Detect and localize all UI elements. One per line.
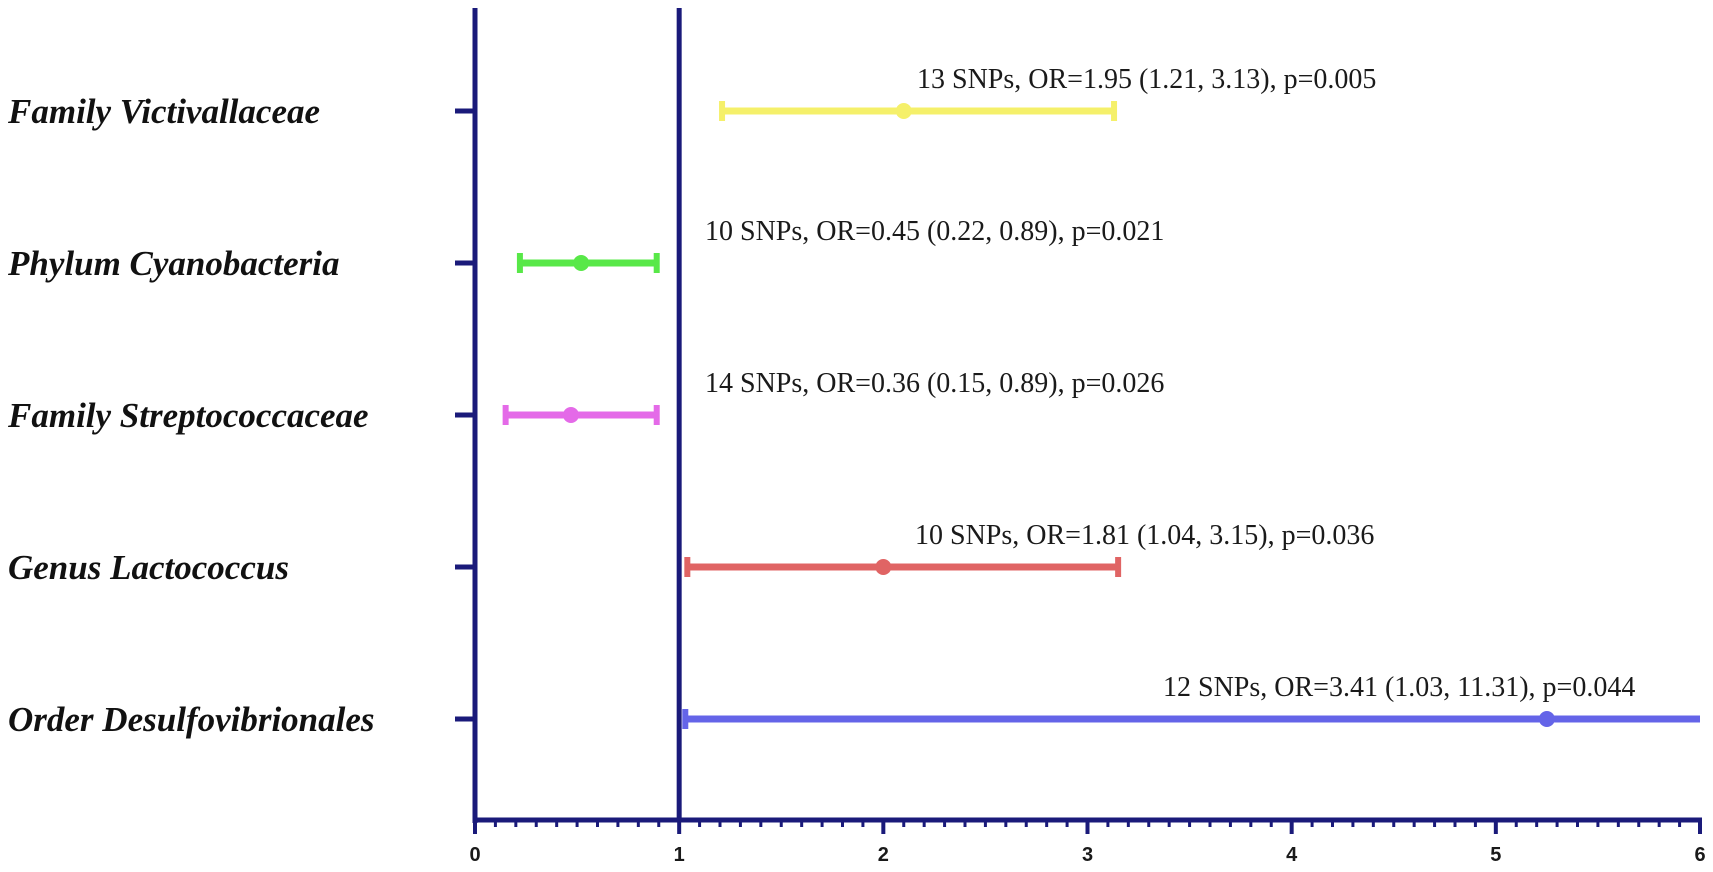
- row-label: Phylum Cyanobacteria: [7, 244, 340, 283]
- row-annotation: 12 SNPs, OR=3.41 (1.03, 11.31), p=0.044: [1163, 672, 1635, 703]
- row-annotation: 10 SNPs, OR=0.45 (0.22, 0.89), p=0.021: [705, 216, 1164, 247]
- row-label: Order Desulfovibrionales: [8, 700, 375, 739]
- point-estimate: [875, 559, 892, 575]
- x-tick-label: 6: [1694, 844, 1705, 866]
- x-tick-label: 3: [1082, 844, 1093, 866]
- point-estimate: [573, 255, 590, 271]
- x-tick-label: 2: [878, 844, 889, 866]
- rows-layer: Family Victivallaceae 13 SNPs, OR=1.95 (1…: [7, 64, 1700, 739]
- x-tick-label: 1: [674, 844, 685, 866]
- row-annotation: 14 SNPs, OR=0.36 (0.15, 0.89), p=0.026: [705, 368, 1164, 399]
- point-estimate: [562, 407, 579, 423]
- axes-layer: 0 1 2 3 4 5 6: [455, 8, 1706, 866]
- x-tick-label: 5: [1490, 844, 1501, 866]
- row-label: Family Victivallaceae: [7, 92, 320, 131]
- point-estimate: [1538, 711, 1555, 727]
- row-label: Family Streptococcaceae: [7, 396, 369, 435]
- row-annotation: 10 SNPs, OR=1.81 (1.04, 3.15), p=0.036: [915, 520, 1374, 551]
- x-tick-label: 0: [469, 844, 480, 866]
- row-label: Genus Lactococcus: [8, 548, 289, 587]
- x-tick-label: 4: [1286, 844, 1298, 866]
- row-annotation: 13 SNPs, OR=1.95 (1.21, 3.13), p=0.005: [917, 64, 1376, 95]
- point-estimate: [895, 103, 912, 119]
